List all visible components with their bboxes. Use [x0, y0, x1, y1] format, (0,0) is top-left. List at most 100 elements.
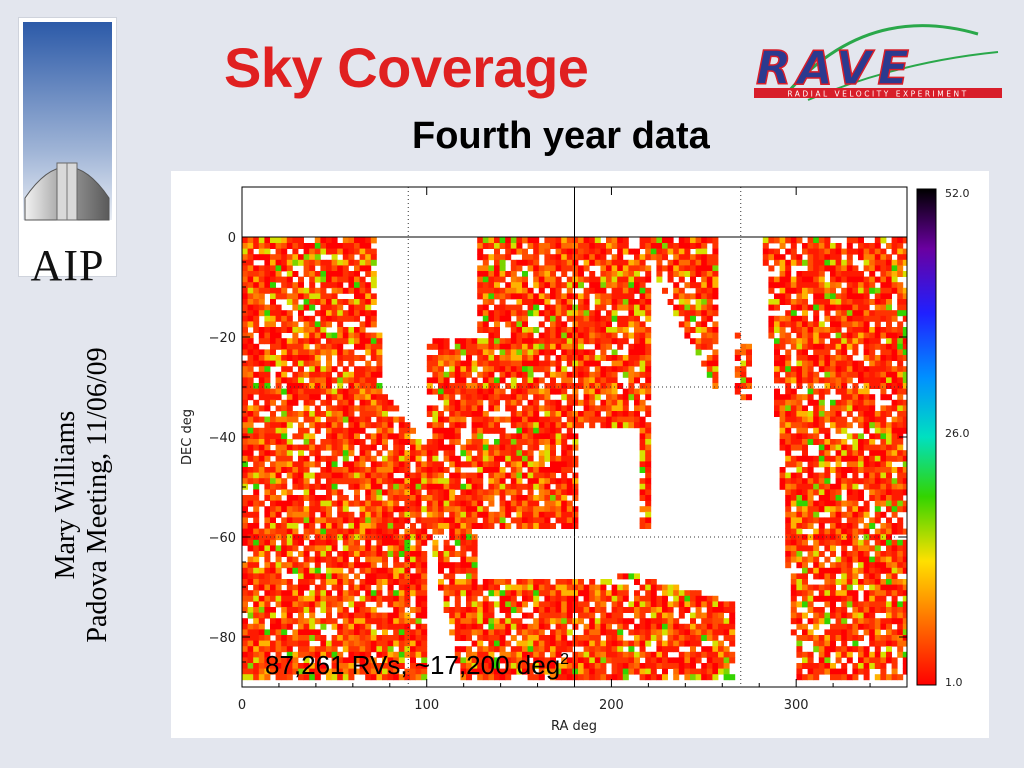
coverage-cell: [337, 585, 343, 591]
coverage-cell: [544, 260, 550, 266]
coverage-cell: [270, 568, 276, 574]
coverage-cell: [791, 489, 797, 495]
coverage-cell: [500, 484, 506, 490]
coverage-cell: [516, 366, 522, 372]
coverage-cell: [309, 618, 315, 624]
coverage-cell: [539, 282, 545, 288]
coverage-cell: [320, 439, 326, 445]
coverage-cell: [259, 305, 265, 311]
coverage-cell: [276, 641, 282, 647]
coverage-cell: [320, 327, 326, 333]
coverage-cell: [281, 260, 287, 266]
coverage-cell: [550, 635, 556, 641]
coverage-cell: [259, 473, 265, 479]
coverage-cell: [606, 596, 612, 602]
coverage-cell: [416, 607, 422, 613]
coverage-cell: [511, 355, 517, 361]
coverage-cell: [337, 641, 343, 647]
coverage-cell: [600, 377, 606, 383]
coverage-cell: [684, 669, 690, 675]
coverage-cell: [477, 601, 483, 607]
coverage-cell: [360, 607, 366, 613]
coverage-cell: [264, 271, 270, 277]
coverage-cell: [477, 389, 483, 395]
coverage-cell: [410, 579, 416, 585]
coverage-cell: [320, 517, 326, 523]
coverage-cell: [572, 237, 578, 243]
coverage-cell: [707, 618, 713, 624]
coverage-cell: [259, 613, 265, 619]
coverage-cell: [449, 355, 455, 361]
coverage-cell: [791, 501, 797, 507]
coverage-cell: [309, 433, 315, 439]
coverage-cell: [561, 433, 567, 439]
coverage-cell: [460, 372, 466, 378]
coverage-cell: [600, 249, 606, 255]
coverage-cell: [617, 641, 623, 647]
coverage-cell: [365, 517, 371, 523]
coverage-cell: [348, 562, 354, 568]
coverage-cell: [802, 377, 808, 383]
coverage-cell: [494, 366, 500, 372]
coverage-cell: [645, 271, 651, 277]
coverage-cell: [533, 517, 539, 523]
coverage-cell: [640, 361, 646, 367]
coverage-cell: [455, 389, 461, 395]
coverage-cell: [320, 288, 326, 294]
coverage-cell: [248, 293, 254, 299]
coverage-cell: [516, 624, 522, 630]
coverage-cell: [684, 663, 690, 669]
coverage-cell: [796, 316, 802, 322]
coverage-cell: [651, 243, 657, 249]
coverage-cell: [326, 333, 332, 339]
coverage-cell: [466, 461, 472, 467]
coverage-cell: [539, 405, 545, 411]
coverage-cell: [371, 629, 377, 635]
coverage-cell: [376, 501, 382, 507]
coverage-cell: [595, 260, 601, 266]
coverage-cell: [399, 461, 405, 467]
coverage-cell: [287, 417, 293, 423]
coverage-cell: [617, 629, 623, 635]
coverage-cell: [253, 355, 259, 361]
coverage-cell: [270, 529, 276, 535]
coverage-cell: [662, 618, 668, 624]
coverage-cell: [298, 551, 304, 557]
coverage-cell: [320, 506, 326, 512]
coverage-cell: [248, 669, 254, 675]
coverage-cell: [421, 467, 427, 473]
coverage-cell: [253, 557, 259, 563]
coverage-cell: [544, 489, 550, 495]
coverage-cell: [393, 557, 399, 563]
coverage-cell: [264, 377, 270, 383]
coverage-cell: [684, 293, 690, 299]
coverage-cell: [477, 473, 483, 479]
coverage-cell: [270, 333, 276, 339]
coverage-cell: [578, 377, 584, 383]
coverage-cell: [511, 237, 517, 243]
coverage-cell: [253, 601, 259, 607]
coverage-cell: [432, 428, 438, 434]
coverage-cell: [673, 260, 679, 266]
coverage-cell: [780, 243, 786, 249]
coverage-cell: [528, 361, 534, 367]
coverage-cell: [337, 243, 343, 249]
coverage-cell: [645, 338, 651, 344]
coverage-cell: [466, 579, 472, 585]
coverage-cell: [673, 590, 679, 596]
coverage-cell: [365, 422, 371, 428]
coverage-cell: [707, 607, 713, 613]
coverage-cell: [584, 361, 590, 367]
coverage-cell: [248, 338, 254, 344]
coverage-cell: [360, 517, 366, 523]
coverage-cell: [488, 366, 494, 372]
coverage-cell: [416, 618, 422, 624]
coverage-cell: [813, 310, 819, 316]
coverage-cell: [516, 243, 522, 249]
coverage-cell: [259, 417, 265, 423]
coverage-cell: [337, 495, 343, 501]
coverage-cell: [248, 299, 254, 305]
coverage-cell: [365, 265, 371, 271]
coverage-cell: [701, 596, 707, 602]
coverage-cell: [645, 478, 651, 484]
